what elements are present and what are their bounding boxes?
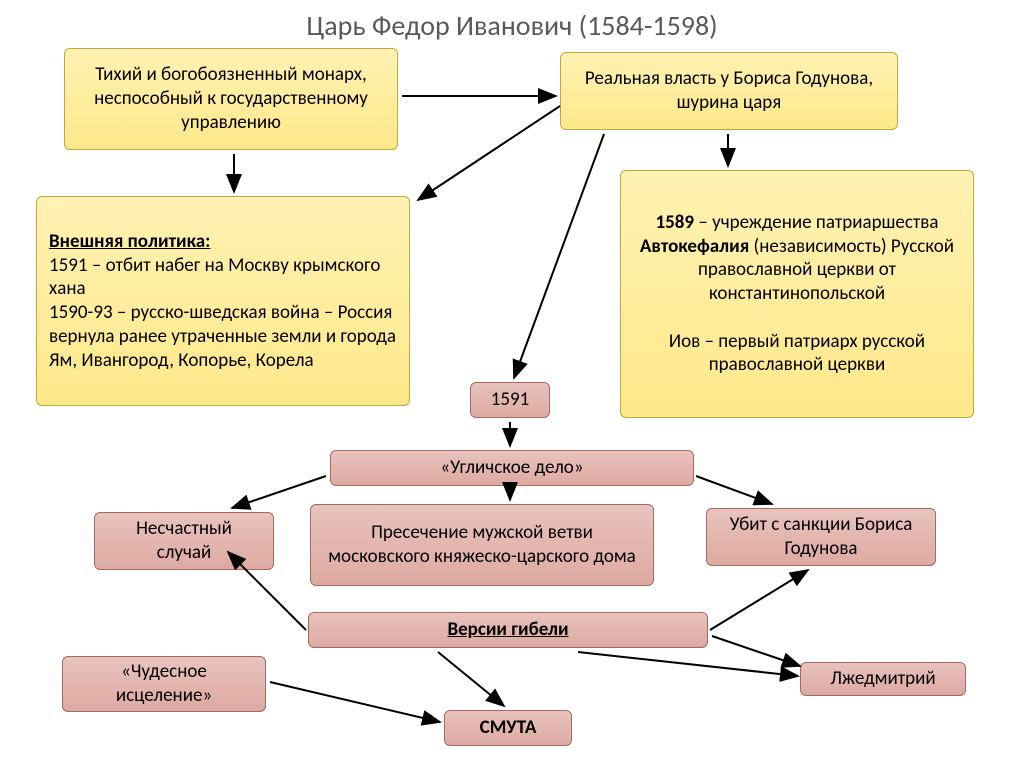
arrow: [696, 476, 772, 504]
box-foreign: Внешняя политика:1591 – отбит набег на М…: [36, 196, 410, 406]
arrow: [438, 652, 504, 706]
box-falsedmitry: Лжедмитрий: [800, 662, 966, 696]
box-accident: Несчастный случай: [94, 512, 274, 570]
arrow: [418, 106, 560, 200]
arrow: [578, 652, 798, 676]
diagram-title: Царь Федор Иванович (1584-1598): [0, 8, 1024, 43]
box-uglich: «Угличское дело»: [330, 450, 694, 486]
arrow: [232, 476, 326, 508]
box-y1591: 1591: [470, 382, 550, 418]
arrow: [270, 682, 440, 722]
arrow: [712, 636, 800, 666]
box-versions: Версии гибели: [308, 612, 708, 648]
box-healing: «Чудесное исцеление»: [62, 656, 266, 712]
box-smuta: СМУТА: [444, 710, 572, 746]
box-lineage: Пресечение мужской ветви московского кня…: [310, 504, 654, 586]
box-godunov: Реальная власть у Бориса Годунова, шурин…: [560, 52, 898, 130]
arrow: [710, 570, 808, 630]
box-killed: Убит с санкции Бориса Годунова: [706, 508, 936, 566]
box-monarch: Тихий и богобоязненный монарх, неспособн…: [64, 48, 398, 150]
arrow: [514, 134, 604, 378]
box-patriarch: 1589 – учреждение патриаршестваАвтокефал…: [620, 170, 974, 418]
